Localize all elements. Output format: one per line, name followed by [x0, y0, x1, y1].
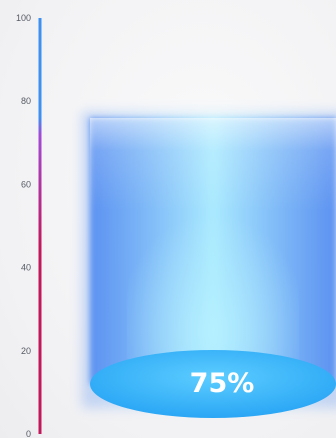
scale-tick-label: 40: [21, 263, 31, 273]
liquid-cylinder: 75%: [82, 112, 336, 418]
cylinder-top-fade: [90, 118, 336, 212]
scale-bar: [38, 18, 42, 434]
percentage-label: 75%: [190, 368, 255, 399]
scale-tick-label: 80: [21, 96, 31, 106]
scale-tick-label: 60: [21, 179, 31, 189]
scale-tick-label: 100: [16, 13, 31, 23]
scale-axis: 0 20 40 60 80 100: [16, 13, 42, 438]
cylinder-base: [90, 350, 336, 418]
scale-tick-label: 0: [26, 429, 31, 438]
scale-tick-label: 20: [21, 346, 31, 356]
scale-ticks: 0 20 40 60 80 100: [16, 13, 31, 438]
